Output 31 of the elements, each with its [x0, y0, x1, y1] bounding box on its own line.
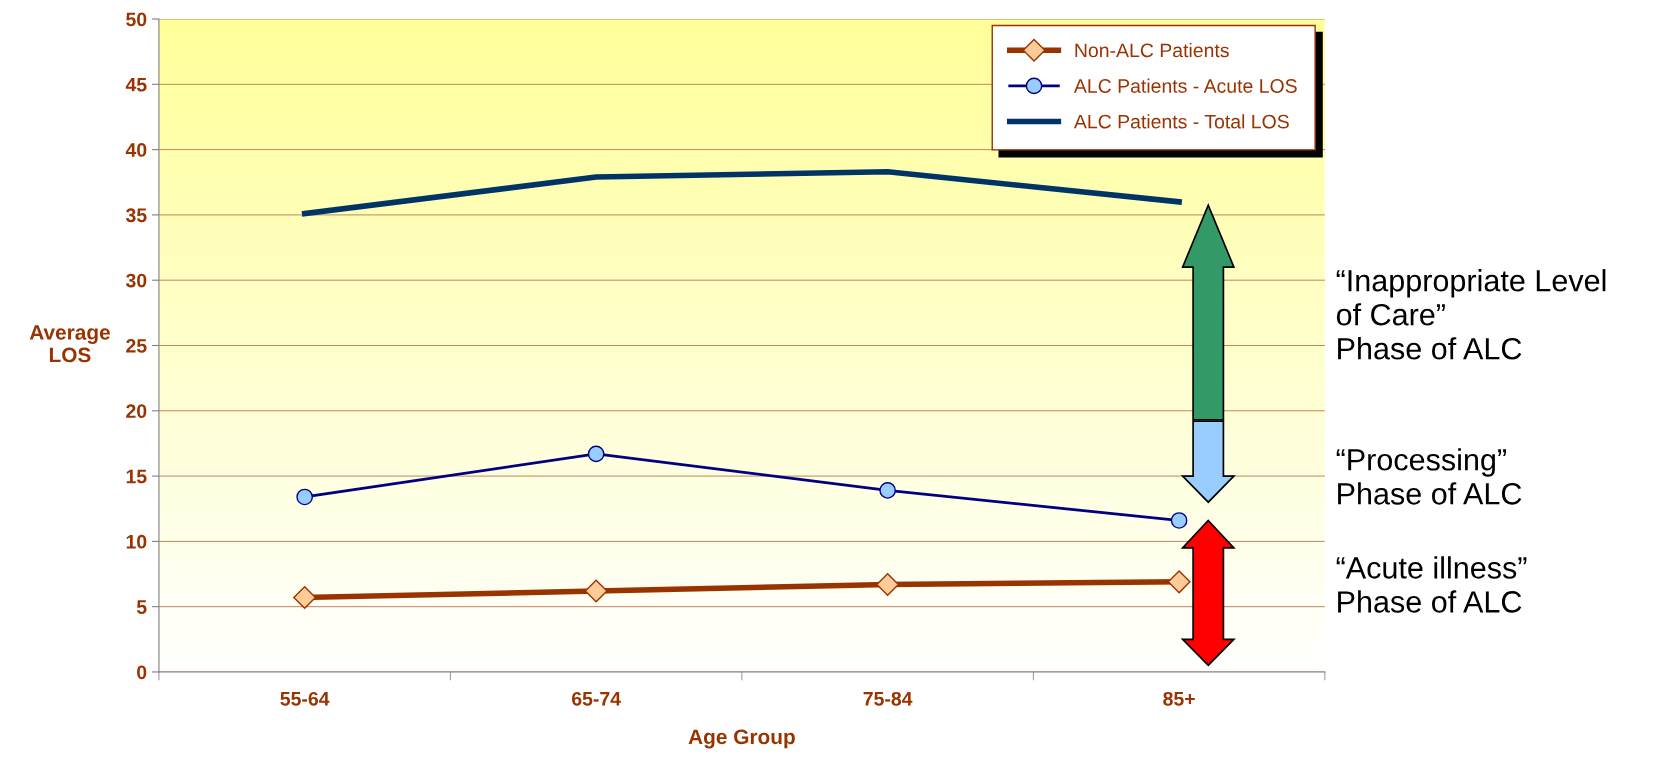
y-axis-title: Average LOS — [29, 325, 110, 363]
x-tick-label: 55-64 — [280, 691, 330, 706]
y-tick-label: 40 — [125, 143, 147, 157]
y-tick-label: 25 — [126, 338, 147, 353]
y-tick-label: 30 — [125, 273, 147, 288]
point — [1170, 512, 1188, 529]
legend-label: Non-ALC Patients — [1075, 42, 1229, 58]
text: “Inappropriate Level of Care” Phase of ALC — [1336, 269, 1606, 360]
y-tick-label: 50 — [126, 12, 147, 27]
text: “Processing” Phase of ALC — [1336, 448, 1522, 505]
point — [876, 572, 900, 596]
point — [587, 445, 605, 463]
point — [293, 586, 317, 610]
text: “Acute illness” Phase of ALC — [1336, 556, 1527, 613]
point — [584, 579, 608, 603]
point — [879, 482, 896, 499]
y-tick-label: 45 — [125, 77, 147, 92]
x-tick-label: 75-84 — [863, 691, 913, 706]
legend-label: ALC Patients - Total LOS — [1073, 114, 1289, 129]
x-axis-title: Age Group — [688, 729, 795, 749]
point — [296, 488, 314, 506]
x-tick-label: 85+ — [1163, 691, 1195, 706]
point — [1167, 570, 1191, 594]
y-tick-label: 5 — [136, 600, 147, 614]
legend-label: ALC Patients - Acute LOS — [1073, 78, 1297, 93]
y-tick-label: 0 — [137, 665, 147, 680]
y-tick-label: 15 — [126, 469, 147, 484]
y-tick-label: 20 — [126, 404, 147, 419]
y-tick-label: 10 — [126, 534, 147, 549]
y-tick-label: 35 — [125, 208, 147, 223]
x-tick-label: 65-74 — [572, 691, 621, 706]
